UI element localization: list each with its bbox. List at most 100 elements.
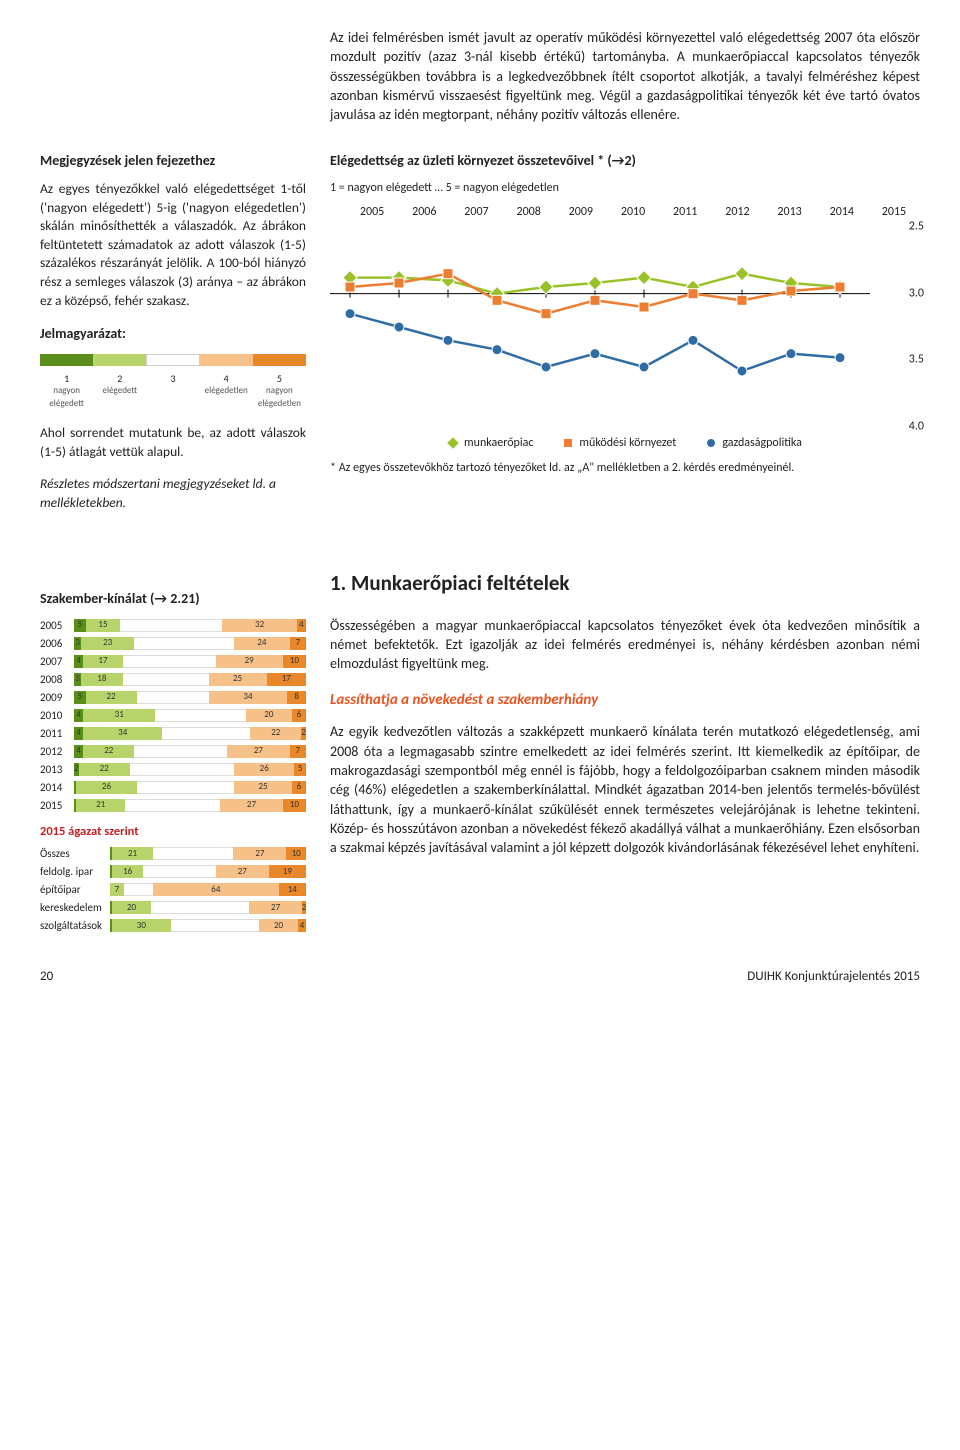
- bar-track: 212710: [110, 847, 306, 860]
- year-label: 2010: [607, 204, 659, 221]
- legend-num: 5: [253, 372, 306, 386]
- bar-segment: 21: [76, 799, 125, 812]
- bar-track: 515324: [74, 619, 306, 632]
- bar-segment: [137, 691, 209, 704]
- bar-segment: [130, 763, 234, 776]
- legend-series-label: működési környezet: [579, 435, 676, 452]
- bar-segment: [134, 745, 227, 758]
- bar-segment: 7: [110, 883, 124, 896]
- bar-segment: 22: [86, 691, 137, 704]
- bar-label: építőipar: [40, 882, 110, 897]
- year-label: 2008: [503, 204, 555, 221]
- year-label: 2012: [711, 204, 763, 221]
- section-1: Szakember-kínálat (→ 2.21) 2005515324200…: [40, 543, 920, 937]
- bar-track: 26256: [74, 781, 306, 794]
- sector-rows: Összes212710feldolg. ipar162719építőipar…: [40, 846, 306, 933]
- y-label: 3.0: [909, 285, 924, 302]
- notes-after: Ahol sorrendet mutatunk be, az adott vál…: [40, 424, 306, 461]
- sector-head: 2015 ágazat szerint: [40, 823, 306, 840]
- bar-label: 2009: [40, 690, 74, 705]
- bar-label: 2014: [40, 780, 74, 795]
- bar-segment: 27: [220, 799, 283, 812]
- bar-segment: 15: [86, 619, 121, 632]
- chart-years-axis: 2005200620072008200920102011201220132014…: [330, 204, 920, 221]
- footer-label: DUIHK Konjunktúrajelentés 2015: [747, 968, 920, 986]
- bar-chart-panel: Szakember-kínálat (→ 2.21) 2005515324200…: [40, 543, 306, 937]
- bar-label: szolgáltatások: [40, 918, 110, 933]
- bar-track: 20272: [110, 901, 306, 914]
- legend-swatch: [40, 354, 93, 366]
- bar-segment: 4: [298, 919, 306, 932]
- bar-track: 222265: [74, 763, 306, 776]
- bar-segment: 18: [81, 673, 123, 686]
- bar-segment: [162, 727, 250, 740]
- bar-segment: 4: [297, 619, 306, 632]
- bar-row: 2012422277: [40, 744, 306, 759]
- bar-track: 3182517: [74, 673, 306, 686]
- legend-swatch: [200, 354, 253, 366]
- bar-label: 2008: [40, 672, 74, 687]
- legend-swatch: [146, 354, 201, 366]
- legend-item: munkaerőpiac: [448, 435, 533, 452]
- y-label: 3.5: [909, 352, 924, 369]
- year-label: 2013: [764, 204, 816, 221]
- bar-segment: [125, 799, 220, 812]
- bar-row: 2011434222: [40, 726, 306, 741]
- bar-label: 2007: [40, 654, 74, 669]
- bar-segment: 10: [283, 655, 306, 668]
- bar-track: 431206: [74, 709, 306, 722]
- chart-section: Megjegyzések jelen fejezethez Az egyes t…: [40, 151, 920, 513]
- line-chart-panel: Elégedettség az üzleti környezet összete…: [330, 151, 920, 513]
- bar-segment: 22: [79, 763, 130, 776]
- bar-segment: 14: [279, 883, 306, 896]
- bar-row: 201426256: [40, 780, 306, 795]
- bar-segment: 5: [74, 619, 86, 632]
- bar-segment: 20: [112, 901, 151, 914]
- bar-segment: 2: [302, 901, 306, 914]
- section-1-p1: Összességében a magyar munkaerőpiaccal k…: [330, 616, 920, 674]
- bar-segment: 20: [246, 709, 292, 722]
- legend-text: nagyon elégedett: [40, 385, 93, 410]
- bar-segment: 29: [216, 655, 283, 668]
- year-label: 2011: [659, 204, 711, 221]
- section-1-p2: Az egyik kedvezőtlen változás a szakképz…: [330, 722, 920, 857]
- bar-label: 2015: [40, 798, 74, 813]
- intro-para: Az idei felmérésben ismét javult az oper…: [330, 28, 920, 125]
- line-chart-svg: [330, 227, 870, 427]
- chart-footnote: * Az egyes összetevőkhöz tartozó tényező…: [330, 460, 920, 477]
- bar-segment: 27: [216, 865, 269, 878]
- bar-row: kereskedelem20272: [40, 900, 306, 915]
- bar-segment: 4: [74, 709, 83, 722]
- bar-segment: 3: [74, 673, 81, 686]
- legend-text: [146, 385, 199, 410]
- bar-track: 422277: [74, 745, 306, 758]
- legend-series-label: munkaerőpiac: [464, 435, 533, 452]
- section-1-subhead: Lassíthatja a növekedést a szakemberhián…: [330, 690, 920, 711]
- bar-track: 4172910: [74, 655, 306, 668]
- legend-text: elégedett: [93, 385, 146, 410]
- bar-label: 2005: [40, 618, 74, 633]
- bar-segment: 27: [227, 745, 290, 758]
- bar-segment: 26: [234, 763, 294, 776]
- legend-marker-icon: [563, 438, 573, 448]
- bar-track: 522348: [74, 691, 306, 704]
- bar-row: 2015212710: [40, 798, 306, 813]
- bar-segment: [171, 919, 259, 932]
- y-label: 4.0: [909, 419, 924, 436]
- legend-text: nagyon elégedetlen: [253, 385, 306, 410]
- line-chart-area: 2.53.03.54.0: [330, 227, 920, 427]
- bar-segment: 4: [74, 727, 83, 740]
- legend-item: gazdaságpolitika: [706, 435, 802, 452]
- bar-segment: 64: [153, 883, 278, 896]
- bar-segment: 5: [294, 763, 306, 776]
- bar-label: Összes: [40, 846, 110, 861]
- bar-track: 434222: [74, 727, 306, 740]
- bar-row: 2010431206: [40, 708, 306, 723]
- page-footer: 20 DUIHK Konjunktúrajelentés 2015: [40, 968, 920, 986]
- bar-label: 2006: [40, 636, 74, 651]
- notes-italic: Részletes módszertani megjegyzéseket ld.…: [40, 475, 306, 512]
- bar-row: 2009522348: [40, 690, 306, 705]
- year-label: 2007: [450, 204, 502, 221]
- bar-chart-title: Szakember-kínálat (→ 2.21): [40, 589, 306, 608]
- year-label: 2009: [555, 204, 607, 221]
